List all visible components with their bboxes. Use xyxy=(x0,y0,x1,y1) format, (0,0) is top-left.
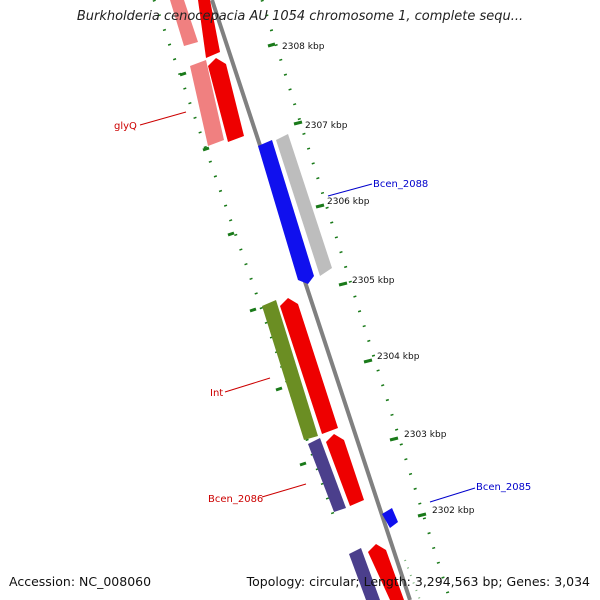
cds-feature[interactable] xyxy=(208,58,244,142)
major-ticks xyxy=(267,42,427,518)
gene-label: Bcen_2085 xyxy=(476,482,531,493)
reverse-strand-features xyxy=(170,0,380,600)
cds-feature-pseudo[interactable] xyxy=(276,134,332,276)
cds-feature[interactable] xyxy=(326,434,364,506)
callout-line xyxy=(429,487,476,503)
tick-label: 2303 kbp xyxy=(404,430,447,440)
callout-line xyxy=(261,483,307,498)
tick-label: 2307 kbp xyxy=(305,121,348,131)
tick-label: 2302 kbp xyxy=(432,506,475,516)
cds-feature[interactable] xyxy=(280,298,338,434)
cds-feature-bcen-2086[interactable] xyxy=(308,438,346,512)
callout-line xyxy=(327,183,373,197)
major-tick xyxy=(338,281,348,287)
gene-label: Bcen_2086 xyxy=(208,494,263,505)
major-tick xyxy=(363,358,373,364)
chromosome-backbone xyxy=(210,0,412,600)
cds-feature-glyq[interactable] xyxy=(198,0,220,58)
major-tick xyxy=(417,512,427,518)
cds-feature[interactable] xyxy=(170,0,198,46)
tick-label: 2305 kbp xyxy=(352,276,395,286)
major-tick xyxy=(315,203,325,209)
major-tick xyxy=(389,436,399,442)
gene-label: Bcen_2088 xyxy=(373,179,428,190)
left-track-dashes xyxy=(179,71,307,467)
cds-feature-bcen-2085[interactable] xyxy=(382,508,398,528)
forward-strand-features xyxy=(198,0,404,600)
tick-labels: 2308 kbp 2307 kbp 2306 kbp 2305 kbp 2304… xyxy=(282,42,475,516)
major-tick xyxy=(293,120,303,126)
callout-line xyxy=(139,111,187,126)
map-title: Burkholderia cenocepacia AU 1054 chromos… xyxy=(76,9,524,24)
callout-line xyxy=(224,377,271,393)
tick-label: 2304 kbp xyxy=(377,352,420,362)
tick-label: 2306 kbp xyxy=(327,197,370,207)
gene-callouts: glyQ Bcen_2088 Int Bcen_2086 Bcen_2085 xyxy=(114,111,531,505)
cds-feature[interactable] xyxy=(190,60,224,146)
cds-feature-int[interactable] xyxy=(262,300,318,440)
cds-feature[interactable] xyxy=(368,544,404,600)
accession-text: Accession: NC_008060 xyxy=(9,574,152,589)
cds-feature-bcen-2088[interactable] xyxy=(258,140,314,284)
gene-label: glyQ xyxy=(114,121,137,132)
cds-feature[interactable] xyxy=(349,548,380,600)
gene-label: Int xyxy=(210,388,223,399)
major-tick xyxy=(267,42,276,48)
topology-summary: Topology: circular; Length: 3,294,563 bp… xyxy=(246,574,590,589)
tick-label: 2308 kbp xyxy=(282,42,325,52)
